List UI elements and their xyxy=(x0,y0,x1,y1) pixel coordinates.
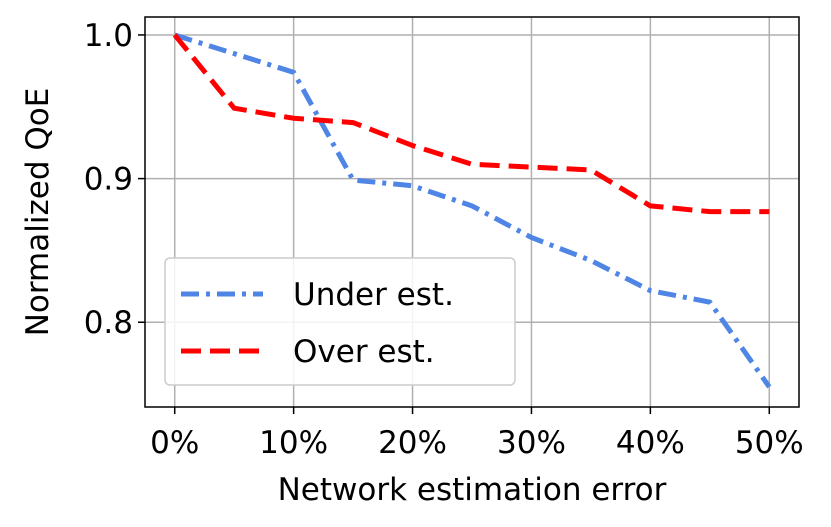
x-tick-label: 30% xyxy=(497,425,566,461)
x-tick-label: 0% xyxy=(150,425,199,461)
x-tick-label: 10% xyxy=(259,425,328,461)
x-tick-label: 20% xyxy=(378,425,447,461)
legend-label: Over est. xyxy=(293,334,435,370)
y-axis-label: Normalized QoE xyxy=(20,88,56,337)
y-tick-label: 0.9 xyxy=(84,162,133,198)
series-line xyxy=(173,32,772,389)
y-tick-label: 0.8 xyxy=(84,305,133,341)
legend-label: Under est. xyxy=(293,277,454,313)
y-tick-label: 1.0 xyxy=(84,18,133,54)
legend: Under est. Over est. xyxy=(164,257,516,386)
x-tick-label: 40% xyxy=(616,425,685,461)
plot-frame xyxy=(144,16,800,408)
x-tick-label: 50% xyxy=(735,425,804,461)
series-line xyxy=(172,33,770,215)
x-axis-label: Network estimation error xyxy=(278,472,667,508)
